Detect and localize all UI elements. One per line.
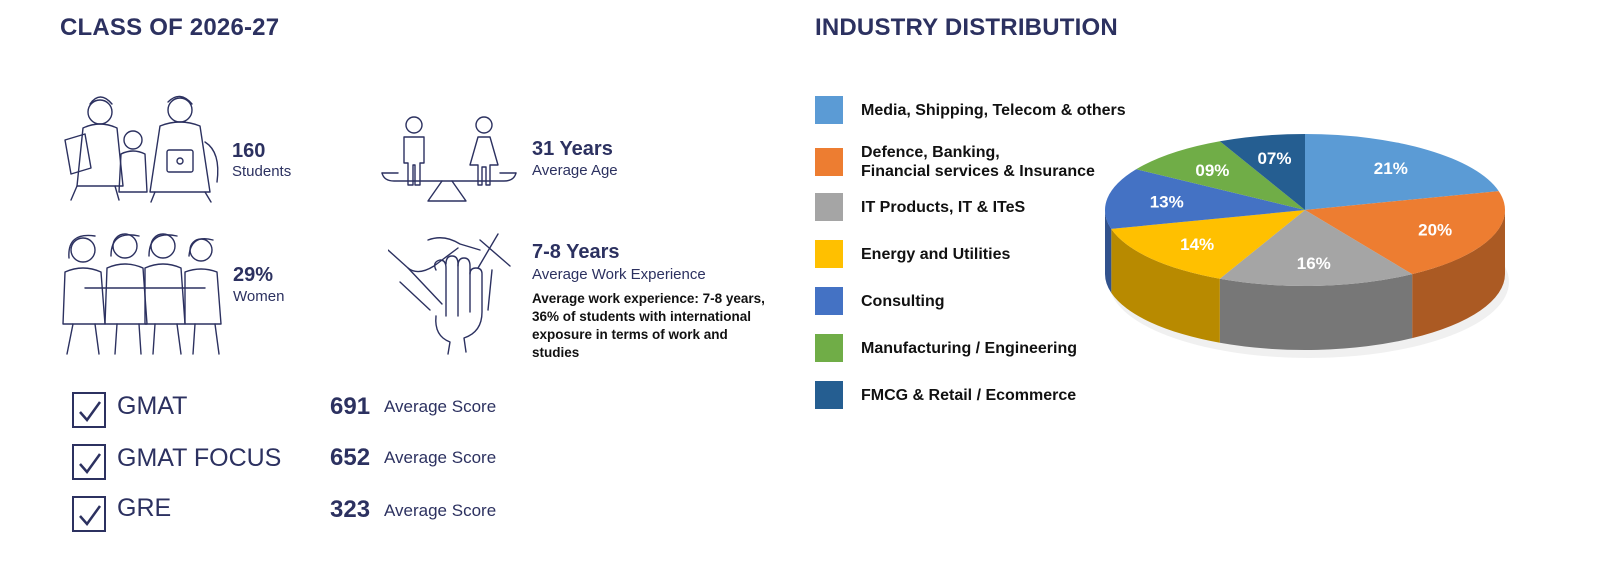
legend-swatch — [815, 148, 843, 176]
pie-data-label: 14% — [1180, 235, 1214, 254]
legend-label: Consulting — [861, 292, 945, 310]
pie-slice — [1305, 134, 1499, 210]
legend-swatch — [815, 96, 843, 124]
class-title: CLASS OF 2026-27 — [60, 14, 280, 41]
legend-swatch — [815, 240, 843, 268]
women-value: 29% — [233, 264, 274, 286]
hands-together-icon — [388, 233, 511, 355]
test-score: 323 — [330, 496, 371, 523]
students-group-icon — [64, 95, 219, 203]
legend-item: Manufacturing / Engineering — [815, 334, 1077, 362]
women-group-icon — [62, 233, 222, 355]
experience-label: Average Work Experience — [532, 266, 706, 283]
test-name: GMAT FOCUS — [117, 444, 282, 472]
legend-label: Media, Shipping, Telecom & others — [861, 101, 1126, 119]
balance-scale-gender-icon — [381, 116, 517, 202]
pie-data-label: 13% — [1150, 193, 1184, 212]
women-label: Women — [233, 288, 285, 305]
students-value: 160 — [232, 140, 266, 162]
legend-label: Manufacturing / Engineering — [861, 339, 1078, 357]
legend-label: Defence, Banking, Financial services & I… — [861, 144, 1095, 180]
legend-swatch — [815, 193, 843, 221]
pie-slice — [1305, 191, 1505, 275]
legend-label: FMCG & Retail / Ecommerce — [861, 386, 1077, 404]
test-score: 691 — [330, 393, 371, 420]
checkbox-icon — [72, 392, 106, 428]
pie-slice — [1111, 210, 1305, 279]
legend-swatch — [815, 287, 843, 315]
pie-slice-side — [1105, 210, 1112, 293]
pie-slice-side — [1219, 274, 1413, 350]
age-value: 31 Years — [532, 138, 613, 160]
legend-item: Consulting — [815, 287, 945, 315]
checkbox-icon — [72, 444, 106, 480]
legend-swatch — [815, 334, 843, 362]
legend-label: IT Products, IT & ITeS — [861, 198, 1026, 216]
legend-item: Media, Shipping, Telecom & others — [815, 96, 1126, 124]
test-score-label: Average Score — [384, 397, 497, 416]
age-label: Average Age — [532, 162, 618, 179]
legend-label: Energy and Utilities — [861, 245, 1011, 263]
legend-item: FMCG & Retail / Ecommerce — [815, 381, 1076, 409]
legend-item: Energy and Utilities — [815, 240, 1010, 268]
test-score-label: Average Score — [384, 501, 497, 520]
test-score: 652 — [330, 444, 371, 471]
pie-slice — [1136, 141, 1305, 210]
pie-data-label: 09% — [1195, 161, 1229, 180]
experience-note: Average work experience: 7-8 years, 36% … — [532, 291, 765, 360]
students-label: Students — [232, 163, 292, 180]
pie-slice-side — [1111, 228, 1220, 343]
test-score-label: Average Score — [384, 448, 497, 467]
pie-data-label: 16% — [1297, 254, 1331, 273]
pie-data-label: 07% — [1257, 149, 1291, 168]
test-name: GMAT — [117, 392, 188, 420]
pie-slice — [1219, 210, 1413, 286]
pie-slice — [1219, 134, 1305, 210]
legend-item: Defence, Banking, Financial services & I… — [815, 143, 1095, 181]
pie-data-label: 20% — [1418, 221, 1452, 240]
pie-slice-side — [1412, 210, 1505, 339]
experience-value: 7-8 Years — [532, 241, 620, 263]
checkbox-icon — [72, 496, 106, 532]
industry-title: INDUSTRY DISTRIBUTION — [815, 14, 1118, 41]
pie-slice — [1105, 169, 1305, 229]
pie-data-label: 21% — [1374, 159, 1408, 178]
legend-item: IT Products, IT & ITeS — [815, 193, 1025, 221]
industry-pie-chart: 21% 20% 16% 14% 13% 09% 07% — [1105, 134, 1509, 358]
test-name: GRE — [117, 494, 172, 522]
legend-swatch — [815, 381, 843, 409]
